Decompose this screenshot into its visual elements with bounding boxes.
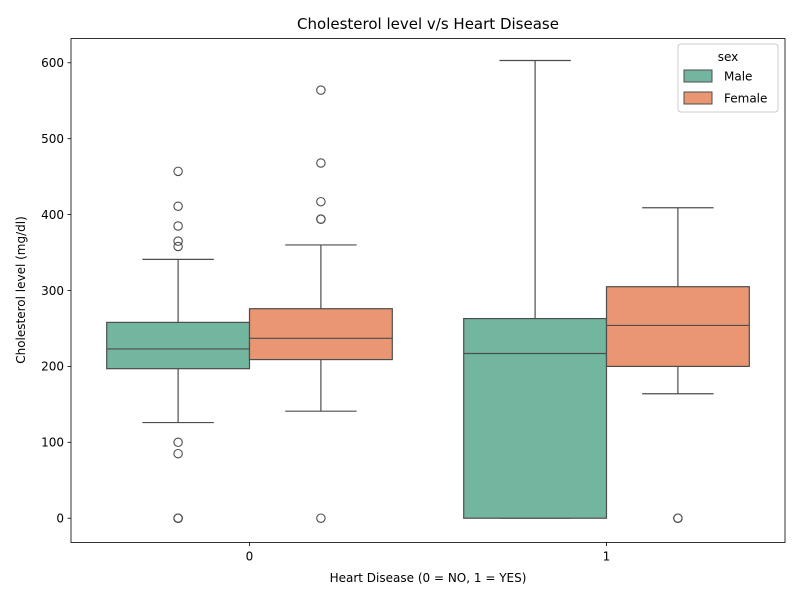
y-axis: 0 100 200 300 400 500 600 xyxy=(41,56,71,526)
x-tick-label: 1 xyxy=(603,550,611,564)
y-axis-label: Cholesterol level (mg/dl) xyxy=(14,216,28,364)
outlier-point xyxy=(173,236,183,246)
outlier-point xyxy=(173,166,183,177)
outlier-point xyxy=(316,158,326,168)
outlier-point xyxy=(173,241,183,252)
box-iqr xyxy=(106,321,251,370)
y-tick-label: 400 xyxy=(41,208,64,222)
box-iqr xyxy=(463,317,608,519)
outlier-point xyxy=(316,85,326,95)
box-group xyxy=(106,166,251,523)
outlier-point xyxy=(173,437,183,448)
legend: sex Male Female xyxy=(677,43,779,113)
legend-swatch-female xyxy=(683,91,713,105)
outlier-point xyxy=(173,221,183,231)
outlier-point xyxy=(173,513,183,523)
chart-title: Cholesterol level v/s Heart Disease xyxy=(297,15,559,33)
x-axis-label: Heart Disease (0 = NO, 1 = YES) xyxy=(330,571,527,585)
y-tick-label: 300 xyxy=(41,284,64,298)
outlier-point xyxy=(173,201,183,211)
outlier-point xyxy=(316,196,326,207)
legend-title: sex xyxy=(718,50,739,64)
outlier-point xyxy=(316,513,326,523)
legend-label-female: Female xyxy=(724,92,767,106)
box-iqr xyxy=(248,308,393,361)
legend-label-male: Male xyxy=(724,70,752,84)
box-group xyxy=(463,59,608,519)
outlier-point xyxy=(673,513,683,523)
legend-swatch-male xyxy=(683,69,713,83)
y-tick-label: 500 xyxy=(41,132,64,146)
y-tick-label: 0 xyxy=(56,512,64,526)
plot-area xyxy=(106,59,750,523)
y-tick-label: 600 xyxy=(41,56,64,70)
outlier-point xyxy=(173,448,183,459)
box-group xyxy=(605,207,750,523)
box-group xyxy=(248,85,393,523)
x-tick-label: 0 xyxy=(246,550,254,564)
outlier-point xyxy=(316,214,326,224)
y-tick-label: 100 xyxy=(41,436,64,450)
box-iqr xyxy=(605,286,750,368)
y-tick-label: 200 xyxy=(41,360,64,374)
